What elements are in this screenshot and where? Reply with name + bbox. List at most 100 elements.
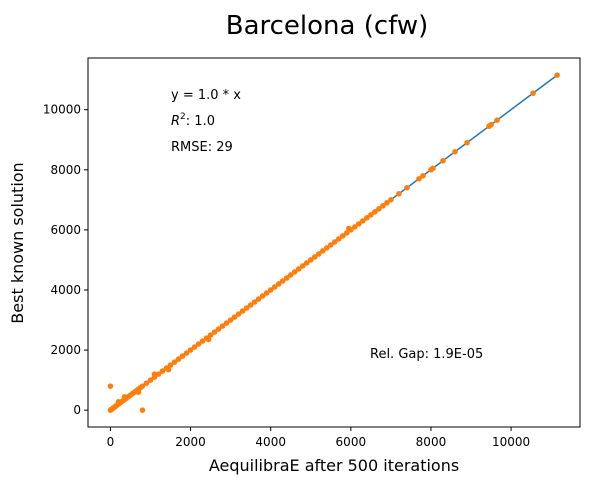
data-point <box>488 121 494 128</box>
data-point <box>179 353 186 359</box>
data-point <box>295 266 302 272</box>
data-point <box>243 305 250 311</box>
data-point <box>307 257 314 263</box>
data-point <box>452 148 458 155</box>
data-point <box>231 314 238 320</box>
data-point <box>135 389 142 395</box>
points-layer <box>107 72 560 413</box>
data-point <box>494 117 500 124</box>
data-point <box>175 356 182 362</box>
data-point <box>205 336 212 343</box>
y-tick-label: 2000 <box>50 343 81 357</box>
data-point <box>227 317 234 323</box>
data-point <box>464 139 470 146</box>
data-point <box>372 209 378 215</box>
data-point <box>396 191 402 197</box>
data-point <box>344 230 350 236</box>
data-point <box>340 233 346 239</box>
y-tick-label: 4000 <box>50 283 81 297</box>
x-tick-label: 4000 <box>255 435 286 449</box>
r-squared-value: : 1.0 <box>186 114 215 129</box>
data-point <box>267 287 274 293</box>
data-point <box>364 215 370 221</box>
data-point <box>247 302 254 308</box>
data-point <box>368 212 374 218</box>
data-point <box>115 398 122 405</box>
data-point <box>143 380 150 386</box>
data-point <box>332 239 338 245</box>
y-axis-label: Best known solution <box>8 162 27 323</box>
data-point <box>336 236 342 242</box>
data-point <box>211 329 218 335</box>
y-tick-label: 8000 <box>50 163 81 177</box>
data-point <box>554 72 560 78</box>
data-point <box>239 308 246 314</box>
data-point <box>255 296 262 302</box>
data-point <box>223 320 230 326</box>
data-point <box>303 260 310 266</box>
x-axis-label: AequilibraE after 500 iterations <box>209 456 459 475</box>
data-point <box>283 275 290 281</box>
x-tick-label: 6000 <box>336 435 367 449</box>
data-point <box>275 281 282 287</box>
data-point <box>404 185 410 191</box>
data-point <box>327 242 334 248</box>
data-point <box>155 371 162 377</box>
data-point <box>311 254 318 260</box>
data-point <box>346 225 352 232</box>
chart-title: Barcelona (cfw) <box>226 11 429 41</box>
data-point <box>191 344 198 350</box>
data-point <box>263 290 270 296</box>
rel-gap-annotation: Rel. Gap: 1.9E-05 <box>370 347 483 362</box>
data-point <box>384 200 390 206</box>
data-point <box>323 245 330 251</box>
data-point <box>147 377 154 383</box>
data-point <box>215 326 222 332</box>
data-point <box>187 347 194 353</box>
data-point <box>291 269 298 275</box>
y-tick-label: 0 <box>73 403 81 417</box>
r-squared-annotation: R2: 1.0 <box>171 112 215 129</box>
data-point <box>207 332 214 338</box>
data-point <box>183 350 190 356</box>
data-point <box>530 90 536 96</box>
data-point <box>235 311 242 317</box>
x-tick-label: 2000 <box>175 435 206 449</box>
data-point <box>107 383 114 389</box>
data-point <box>259 293 266 299</box>
plot-frame <box>87 57 581 428</box>
data-point <box>219 323 226 329</box>
r-squared-symbol: R <box>171 114 180 129</box>
data-point <box>352 224 358 230</box>
data-point <box>159 368 166 374</box>
data-point <box>376 206 382 212</box>
data-point <box>315 251 322 257</box>
plot-area <box>107 72 560 413</box>
data-point <box>440 157 446 164</box>
data-point <box>416 175 422 182</box>
r-squared-superscript: 2 <box>180 112 186 122</box>
data-point <box>165 366 172 373</box>
data-point <box>167 362 174 368</box>
x-axis: 0 2000 4000 6000 8000 10000 <box>107 427 530 449</box>
data-point <box>251 299 258 305</box>
data-point <box>121 394 128 400</box>
data-point <box>139 383 146 389</box>
data-point <box>380 203 386 209</box>
rmse-annotation: RMSE: 29 <box>171 140 233 155</box>
data-point <box>430 165 436 172</box>
data-point <box>360 218 366 224</box>
data-point <box>199 338 206 344</box>
data-point <box>151 371 158 377</box>
data-point <box>279 278 286 284</box>
data-point <box>299 263 306 269</box>
data-point <box>271 284 278 290</box>
data-point <box>195 341 202 347</box>
data-point <box>388 197 394 203</box>
y-axis: 0 2000 4000 6000 8000 10000 <box>43 103 88 417</box>
x-tick-label: 8000 <box>416 435 447 449</box>
x-tick-label: 0 <box>107 435 115 449</box>
y-tick-label: 6000 <box>50 223 81 237</box>
data-point <box>171 359 178 365</box>
